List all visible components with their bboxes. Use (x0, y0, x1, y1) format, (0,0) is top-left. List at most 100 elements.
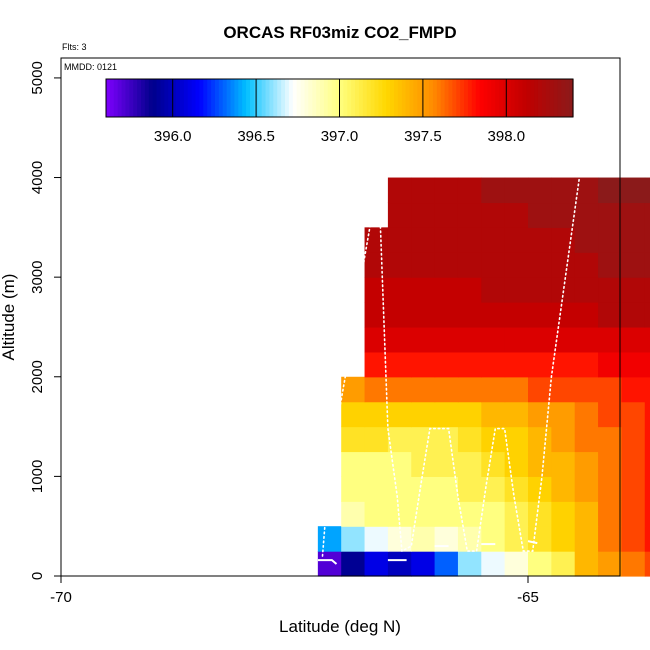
colorbar-swatch (409, 79, 415, 117)
y-tick-label: 2000 (29, 360, 46, 393)
heatmap-cell (598, 177, 622, 204)
chart-title: ORCAS RF03miz CO2_FMPD (223, 23, 456, 42)
heatmap-cell (434, 277, 459, 303)
colorbar-swatch (510, 79, 516, 117)
heatmap-cell (457, 177, 482, 204)
heatmap-cell (644, 426, 650, 453)
heatmap-cell (551, 351, 576, 378)
heatmap-cell (504, 227, 529, 253)
heatmap-cell (644, 451, 650, 477)
colorbar-swatch (429, 79, 434, 117)
colorbar-swatch (565, 79, 570, 117)
heatmap-cell (481, 326, 506, 353)
heatmap-cell (457, 376, 482, 403)
heatmap-cell (481, 252, 506, 278)
colorbar-swatch (226, 79, 232, 117)
colorbar-swatch (502, 79, 508, 117)
colorbar-swatch (195, 79, 200, 117)
heatmap-cell (457, 426, 482, 453)
heatmap-cell (364, 252, 389, 278)
heatmap-cell (434, 476, 459, 502)
colorbar-tick-label: 396.5 (237, 128, 275, 145)
heatmap-cell (481, 501, 506, 527)
heatmap-cell (364, 551, 389, 577)
heatmap-cell (364, 351, 389, 378)
heatmap-cell (621, 202, 646, 228)
heatmap-cell (528, 326, 552, 353)
heatmap-cell (481, 177, 506, 204)
colorbar-swatch (530, 79, 535, 117)
colorbar-swatch (479, 79, 485, 117)
heatmap-cell (387, 252, 412, 278)
colorbar-swatch (261, 79, 267, 117)
heatmap-cell (434, 326, 459, 353)
heatmap-cell (364, 476, 389, 502)
heatmap-cells (317, 177, 650, 577)
heatmap-cell (528, 227, 552, 253)
colorbar-gradient (106, 79, 574, 117)
heatmap-cell (598, 401, 622, 428)
colorbar-swatch (386, 79, 391, 117)
heatmap-cell (364, 302, 389, 328)
heatmap-cell (504, 476, 529, 502)
heatmap-cell (574, 376, 599, 403)
heatmap-cell (528, 177, 552, 204)
heatmap-cell (364, 227, 389, 253)
colorbar-swatch (355, 79, 360, 117)
colorbar-swatch (242, 79, 247, 117)
heatmap-cell (551, 252, 576, 278)
heatmap-cell (551, 476, 576, 502)
colorbar-swatch (553, 79, 559, 117)
heatmap-cell (504, 177, 529, 204)
heatmap-cell (481, 351, 506, 378)
colorbar-swatch (362, 79, 368, 117)
colorbar-swatch (549, 79, 555, 117)
heatmap-cell (574, 326, 599, 353)
heatmap-cell (528, 401, 552, 428)
colorbar-swatch (265, 79, 271, 117)
heatmap-cell (341, 376, 366, 403)
colorbar-swatch (483, 79, 488, 117)
heatmap-cell (411, 252, 436, 278)
heatmap-cell (364, 526, 389, 552)
heatmap-cell (387, 326, 412, 353)
heatmap-cell (644, 351, 650, 378)
heatmap-cell (644, 376, 650, 403)
colorbar: 396.0 396.5 397.0 397.5 398.0 (105, 78, 574, 145)
heatmap-cell (341, 426, 366, 453)
colorbar-swatch (273, 79, 278, 117)
colorbar-swatch (148, 79, 154, 117)
heatmap-cell (434, 227, 459, 253)
colorbar-swatch (471, 79, 477, 117)
colorbar-swatch (156, 79, 162, 117)
heatmap-cell (644, 326, 650, 353)
heatmap-cell (504, 202, 529, 228)
heatmap-cell (341, 551, 366, 577)
heatmap-cell (387, 476, 412, 502)
colorbar-swatch (323, 79, 329, 117)
heatmap-cell (528, 526, 552, 552)
heatmap-cell (621, 177, 646, 204)
colorbar-swatch (460, 79, 465, 117)
heatmap-cell (621, 277, 646, 303)
heatmap-cell (528, 426, 552, 453)
heatmap-cell (434, 526, 459, 552)
heatmap-cell (574, 252, 599, 278)
colorbar-swatch (366, 79, 372, 117)
flight-track-dotted (321, 176, 581, 557)
colorbar-swatch (121, 79, 127, 117)
colorbar-swatch (187, 79, 193, 117)
y-tick-label: 3000 (29, 261, 46, 294)
heatmap-cell (434, 252, 459, 278)
colorbar-swatch (506, 79, 512, 117)
heatmap-cell (504, 526, 529, 552)
heatmap-cell (387, 426, 412, 453)
colorbar-swatch (464, 79, 469, 117)
colorbar-swatch (393, 79, 399, 117)
heatmap-cell (457, 526, 482, 552)
heatmap-cell (504, 351, 529, 378)
heatmap-cell (481, 526, 506, 552)
heatmap-cell (551, 202, 576, 228)
heatmap-cell (387, 376, 412, 403)
colorbar-swatch (397, 79, 403, 117)
